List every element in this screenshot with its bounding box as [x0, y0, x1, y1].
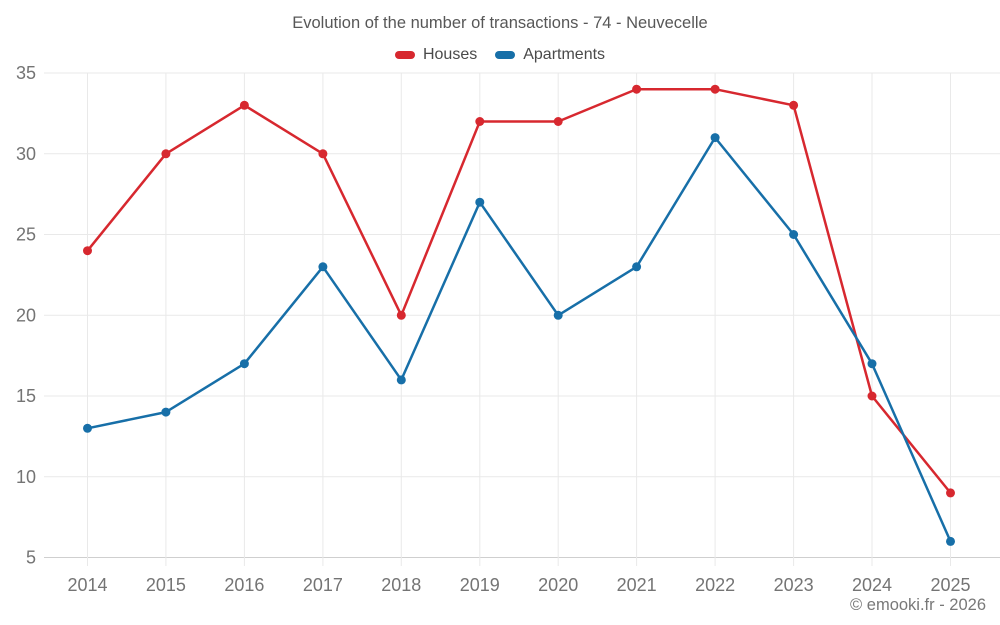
houses-point-2017[interactable]: [318, 149, 328, 159]
houses-point-2019[interactable]: [475, 117, 485, 126]
chart-legend: Houses Apartments: [0, 46, 1000, 64]
x-tick-label: 2015: [146, 575, 186, 595]
y-tick-label: 15: [16, 386, 36, 406]
x-tick-label: 2024: [852, 575, 892, 595]
houses-point-2016[interactable]: [239, 100, 249, 110]
apartments-point-2017[interactable]: [318, 262, 328, 272]
houses-point-2018[interactable]: [396, 310, 406, 320]
houses-point-2025[interactable]: [946, 488, 955, 498]
x-tick-label: 2025: [930, 575, 970, 595]
apartments-point-2018[interactable]: [396, 375, 406, 385]
x-tick-label: 2016: [224, 575, 264, 595]
y-tick-label: 10: [16, 467, 36, 487]
y-tick-label: 20: [16, 305, 36, 325]
apartments-point-2016[interactable]: [239, 359, 249, 369]
apartments-point-2014[interactable]: [83, 423, 92, 433]
apartments-line: [86, 136, 952, 543]
x-tick-label: 2017: [303, 575, 343, 595]
x-tick-label: 2018: [381, 575, 421, 595]
apartments-point-2024[interactable]: [867, 359, 877, 369]
apartments-color-swatch: [495, 51, 516, 59]
apartments-point-2019[interactable]: [475, 197, 485, 207]
apartments-point-2022[interactable]: [710, 133, 720, 143]
houses-point-2024[interactable]: [867, 391, 877, 401]
houses-point-2022[interactable]: [710, 84, 720, 94]
apartments-point-2021[interactable]: [632, 262, 642, 272]
houses-point-2021[interactable]: [632, 84, 642, 94]
legend-item-apartments[interactable]: Apartments: [495, 46, 605, 64]
x-tick-label: 2023: [774, 575, 814, 595]
attribution: © emooki.fr - 2026: [850, 596, 986, 614]
x-tick-label: 2020: [538, 575, 578, 595]
houses-point-2015[interactable]: [161, 149, 171, 159]
apartments-point-2023[interactable]: [789, 230, 799, 239]
apartments-point-2015[interactable]: [161, 407, 171, 417]
x-tick-label: 2021: [617, 575, 657, 595]
houses-legend-label: Houses: [422, 46, 478, 63]
houses-line: [86, 87, 952, 495]
y-tick-label: 30: [16, 144, 36, 164]
x-tick-label: 2019: [460, 575, 500, 595]
houses-point-2020[interactable]: [553, 117, 563, 126]
apartments-point-2020[interactable]: [553, 310, 563, 320]
y-tick-label: 5: [26, 548, 36, 568]
x-tick-label: 2014: [67, 575, 107, 595]
apartments-legend-label: Apartments: [523, 46, 606, 63]
houses-point-2023[interactable]: [789, 100, 799, 110]
x-tick-label: 2022: [695, 575, 735, 595]
chart-title: Evolution of the number of transactions …: [292, 14, 708, 32]
apartments-point-2025[interactable]: [946, 536, 955, 546]
houses-color-swatch: [394, 51, 415, 59]
y-tick-label: 25: [16, 225, 36, 245]
legend-item-houses[interactable]: Houses: [394, 46, 478, 64]
houses-point-2014[interactable]: [83, 246, 92, 256]
y-tick-label: 35: [16, 63, 36, 83]
